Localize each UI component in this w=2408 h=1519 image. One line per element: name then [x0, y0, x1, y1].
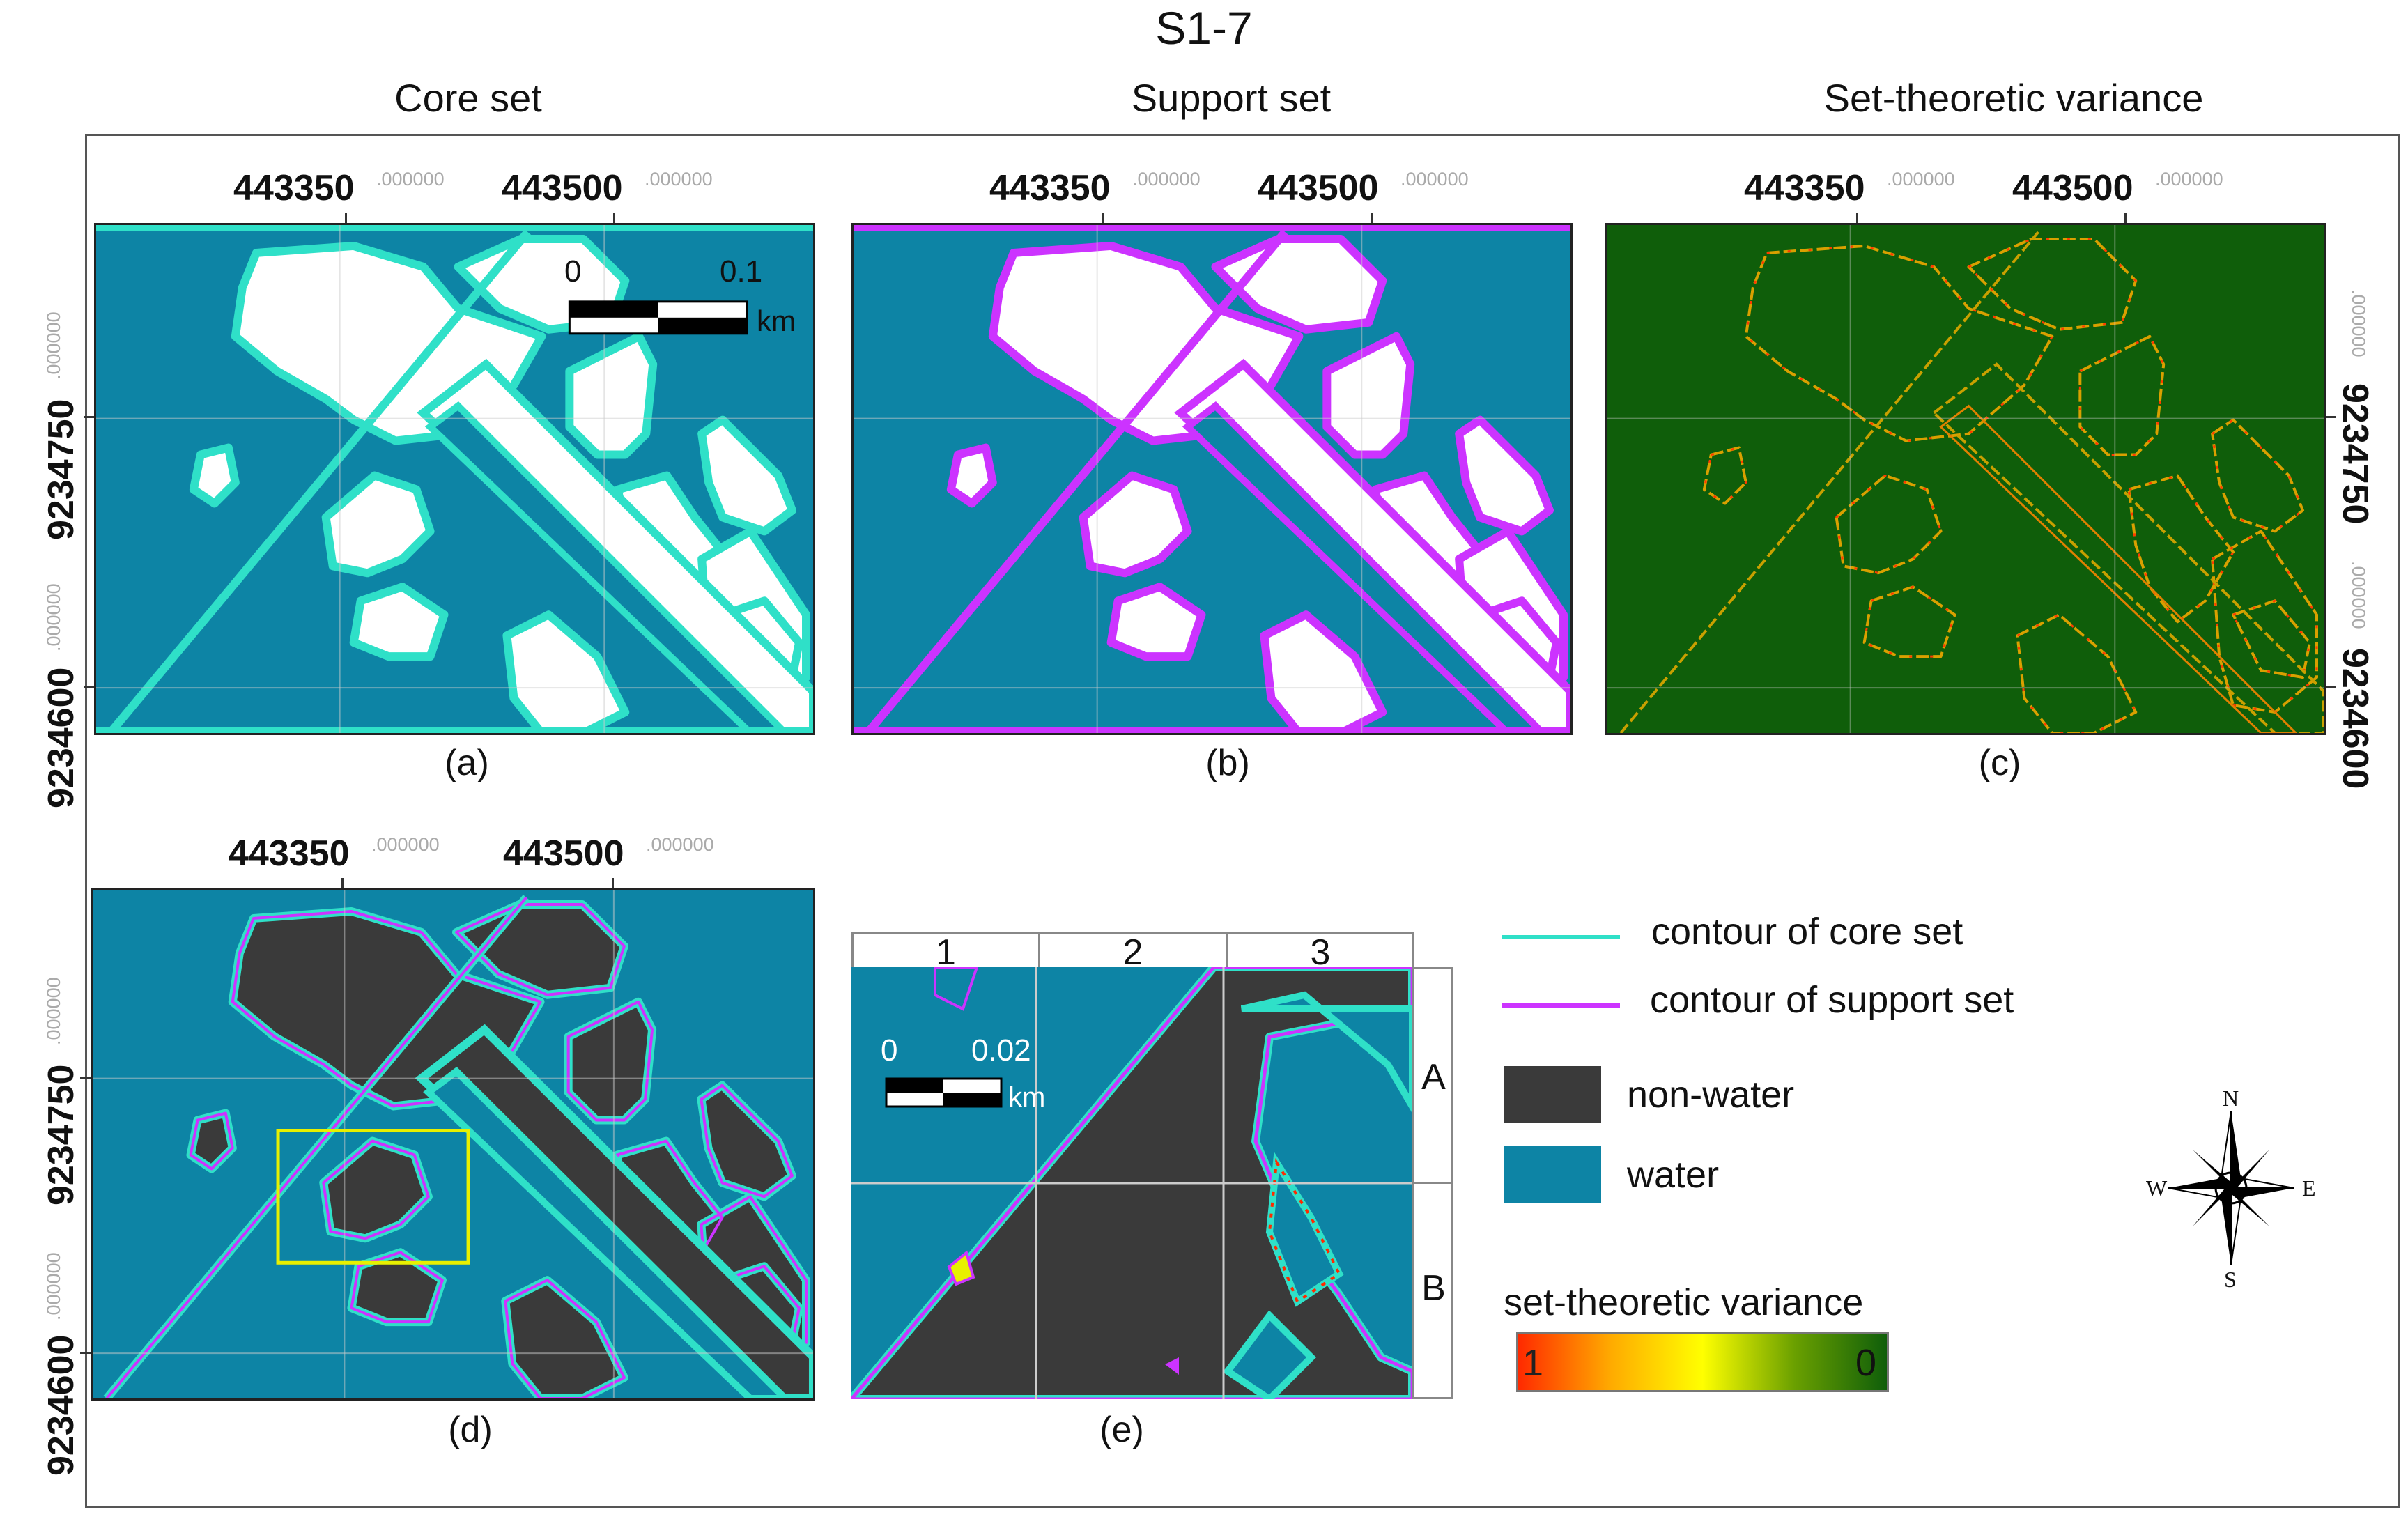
legend-non-water-label: non-water	[1627, 1074, 1795, 1116]
x-tick-b-1: 443350	[989, 168, 1111, 208]
x-tick-c-1-suffix: .000000	[1887, 169, 1955, 190]
legend-variance-colorbar	[1516, 1332, 1889, 1392]
x-tick-b-2: 443500	[1258, 168, 1379, 208]
x-tick-b-2-suffix: .000000	[1400, 169, 1469, 190]
x-tick-d-2-suffix: .000000	[646, 834, 714, 855]
caption-a: (a)	[445, 743, 489, 783]
x-tick-c-1: 443350	[1744, 168, 1865, 208]
legend-support-contour-swatch	[1502, 1003, 1620, 1008]
scalebar-e-start: 0	[881, 1033, 898, 1067]
y-tick-a-1-suffix: .000000	[43, 311, 64, 380]
y-tick-c-2-suffix: .000000	[2348, 561, 2369, 629]
scalebar-a-unit: km	[757, 304, 796, 337]
grid-e-col-1: 1	[936, 932, 956, 973]
y-tick-d-1-suffix: .000000	[43, 977, 64, 1045]
grid-e-row-a: A	[1421, 1057, 1446, 1097]
compass-s: S	[2224, 1267, 2237, 1292]
y-tick-c-1-suffix: .000000	[2348, 289, 2369, 357]
scalebar-a-start: 0	[564, 254, 582, 288]
x-tick-d-1: 443350	[229, 833, 350, 874]
y-tick-a-1: 9234750	[41, 399, 82, 540]
caption-b: (b)	[1205, 743, 1250, 783]
grid-e-col-3: 3	[1310, 932, 1331, 973]
scalebar-e-unit: km	[1008, 1082, 1046, 1113]
y-tick-d-1: 9234750	[41, 1064, 82, 1205]
column-title-variance: Set-theoretic variance	[1823, 76, 2204, 120]
x-tick-c-2: 443500	[2012, 168, 2133, 208]
x-tick-a-2-suffix: .000000	[645, 169, 713, 190]
compass-e: E	[2302, 1175, 2316, 1201]
y-tick-c-1: 9234750	[2335, 383, 2375, 525]
x-tick-a-1: 443350	[233, 168, 355, 208]
grid-e-col-2: 2	[1122, 932, 1143, 973]
panel-b-support-set	[851, 223, 1573, 735]
legend-variance-high: 1	[1522, 1342, 1544, 1384]
scalebar-e-end: 0.02	[971, 1033, 1031, 1067]
legend-support-contour-label: contour of support set	[1650, 979, 2014, 1021]
caption-e: (e)	[1099, 1410, 1144, 1450]
panel-e-zoom-map: 0 0.02 km	[851, 967, 1412, 1399]
figure-frame	[85, 134, 2400, 1508]
legend-non-water-swatch	[1504, 1066, 1601, 1123]
legend-variance-title: set-theoretic variance	[1504, 1281, 1864, 1323]
legend-variance-low: 0	[1855, 1342, 1877, 1384]
legend-water-swatch	[1504, 1146, 1601, 1203]
y-tick-a-2-suffix: .000000	[43, 583, 64, 651]
panel-d-overlay	[91, 888, 815, 1401]
x-tick-c-2-suffix: .000000	[2155, 169, 2223, 190]
x-tick-d-2: 443500	[503, 833, 624, 874]
x-tick-b-1-suffix: .000000	[1132, 169, 1201, 190]
column-title-support-set: Support set	[1131, 76, 1332, 120]
y-tick-c-2: 9234600	[2335, 648, 2375, 789]
y-tick-d-2: 9234600	[41, 1334, 82, 1476]
grid-e-row-header: A B	[1412, 967, 1453, 1399]
legend-core-contour-swatch	[1502, 935, 1620, 939]
panel-a-core-set: 0 0.1 km	[94, 223, 815, 735]
grid-e-row-b: B	[1421, 1268, 1446, 1309]
x-tick-a-1-suffix: .000000	[376, 169, 445, 190]
scalebar-a-end: 0.1	[720, 254, 763, 288]
figure-title: S1-7	[1155, 2, 1253, 54]
panel-c-variance	[1605, 223, 2326, 735]
x-tick-a-2: 443500	[502, 168, 623, 208]
compass-n: N	[2223, 1086, 2239, 1111]
column-title-core-set: Core set	[394, 76, 542, 120]
y-tick-d-2-suffix: .000000	[43, 1252, 64, 1320]
x-tick-d-1-suffix: .000000	[371, 834, 440, 855]
y-tick-a-2: 9234600	[41, 667, 82, 808]
compass-rose-icon: N S E W	[2146, 1086, 2316, 1292]
caption-c: (c)	[1978, 743, 2021, 783]
caption-d: (d)	[448, 1410, 493, 1450]
legend-water-label: water	[1627, 1154, 1720, 1196]
compass-w: W	[2146, 1175, 2168, 1201]
legend-core-contour-label: contour of core set	[1651, 911, 1963, 953]
